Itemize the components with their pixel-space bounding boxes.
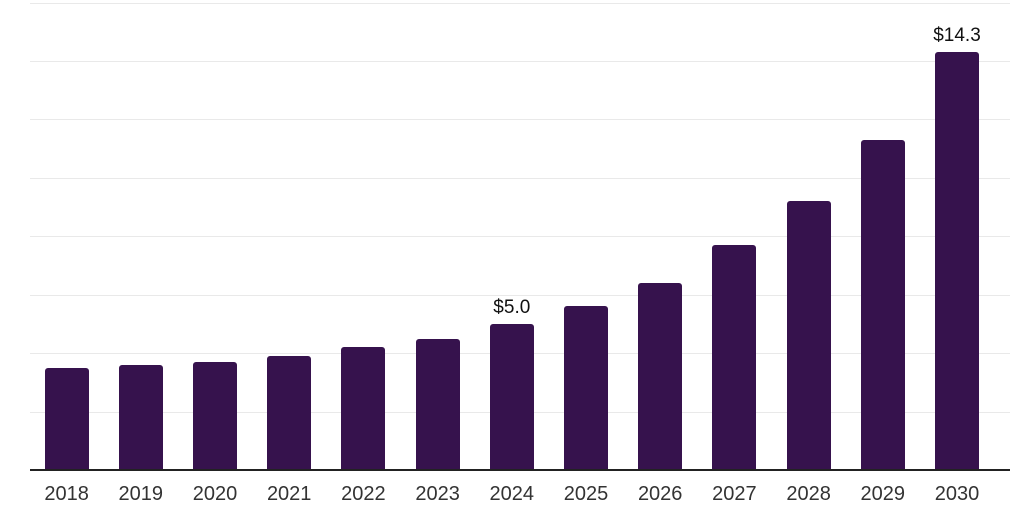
x-axis-line	[30, 469, 1010, 471]
x-axis-label-2027: 2027	[712, 483, 757, 505]
bar-2025	[564, 306, 608, 470]
x-axis-label-2024: 2024	[489, 483, 535, 505]
x-axis-label-2020: 2020	[192, 483, 238, 505]
gridline-16	[30, 2, 1010, 4]
x-axis-label-2023: 2023	[415, 483, 460, 505]
gridline-10	[30, 177, 1010, 179]
bar-2027	[712, 245, 757, 470]
bar-2030	[935, 52, 979, 470]
bar-2020	[193, 361, 237, 470]
x-axis-label-2025: 2025	[563, 483, 609, 505]
gridline-12	[30, 119, 1010, 121]
bar-2024	[489, 323, 534, 470]
x-axis-label-2029: 2029	[860, 483, 906, 505]
x-axis-label-2030: 2030	[934, 483, 980, 505]
bar-2026	[638, 283, 683, 470]
x-axis-label-2021: 2021	[266, 483, 312, 505]
x-axis-label-2028: 2028	[786, 483, 831, 505]
gridline-8	[30, 236, 1010, 238]
gridline-6	[30, 294, 1010, 296]
bar-2028	[786, 201, 831, 470]
x-axis-label-2019: 2019	[118, 483, 164, 505]
x-axis-label-2022: 2022	[341, 483, 386, 505]
gridline-14	[30, 60, 1010, 62]
x-axis-label-2018: 2018	[44, 483, 89, 505]
bar-2022	[341, 347, 386, 470]
bar-value-label-2024: $5.0	[493, 296, 531, 318]
bar-2029	[860, 139, 905, 470]
x-axis-label-2026: 2026	[637, 483, 683, 505]
bar-2021	[267, 356, 312, 470]
bar-2023	[415, 338, 460, 470]
bar-value-label-2030: $14.3	[933, 25, 981, 47]
bar-2018	[44, 367, 89, 470]
bar-2019	[118, 364, 163, 470]
